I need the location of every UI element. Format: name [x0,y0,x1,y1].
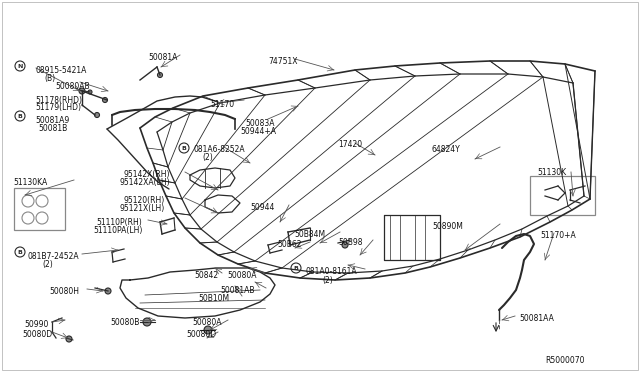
Text: 50944: 50944 [250,203,275,212]
Text: 51170: 51170 [210,100,234,109]
Text: 50083A: 50083A [245,119,275,128]
Text: 50080AB: 50080AB [55,82,90,91]
Text: 95142XA(LH): 95142XA(LH) [120,178,171,187]
Text: 51170+A: 51170+A [540,231,576,240]
Circle shape [88,90,92,94]
Text: 50080D: 50080D [186,330,216,339]
Circle shape [179,143,189,153]
Text: 50080A: 50080A [227,271,257,280]
Text: B: B [17,113,22,119]
Text: B: B [294,266,298,270]
Text: 50890M: 50890M [432,222,463,231]
Text: 95142X(RH): 95142X(RH) [123,170,170,179]
Circle shape [204,326,212,334]
Text: (B): (B) [44,74,55,83]
Circle shape [95,112,99,118]
Text: 08915-5421A: 08915-5421A [36,66,88,75]
Text: 50081A9: 50081A9 [35,116,69,125]
Circle shape [66,336,72,342]
Text: 50B98: 50B98 [338,238,362,247]
Text: 51110P(RH): 51110P(RH) [96,218,141,227]
Text: 74751X: 74751X [268,57,298,66]
Text: 51110PA(LH): 51110PA(LH) [93,226,142,235]
Text: 50080A: 50080A [192,318,221,327]
Text: B: B [17,250,22,254]
Text: 51130K: 51130K [537,168,566,177]
Circle shape [15,111,25,121]
Text: 51130KA: 51130KA [13,178,47,187]
Text: (2): (2) [202,153,212,162]
Text: 95120(RH): 95120(RH) [123,196,164,205]
Text: 51179(LHD): 51179(LHD) [35,103,81,112]
Text: 081A6-8252A: 081A6-8252A [193,145,244,154]
Text: 081A0-8161A: 081A0-8161A [305,267,356,276]
Text: (2): (2) [42,260,52,269]
Text: 50842: 50842 [194,271,218,280]
Circle shape [15,61,25,71]
Text: 64824Y: 64824Y [432,145,461,154]
Circle shape [157,73,163,77]
Circle shape [15,247,25,257]
Text: 50080B: 50080B [110,318,140,327]
Circle shape [105,288,111,294]
Text: 50081B: 50081B [38,124,67,133]
Text: 51178(RHD): 51178(RHD) [35,96,82,105]
Circle shape [102,97,108,103]
Text: 50944+A: 50944+A [240,127,276,136]
Text: 50B84M: 50B84M [294,230,325,239]
Bar [14,188,65,230]
Text: (2): (2) [322,276,333,285]
Circle shape [143,318,151,326]
Text: 50B62: 50B62 [277,240,301,249]
Text: 50080H: 50080H [49,287,79,296]
Text: B: B [182,145,186,151]
Text: 50081A: 50081A [148,53,177,62]
Circle shape [291,263,301,273]
Text: R5000070: R5000070 [545,356,584,365]
Text: 17420: 17420 [338,140,362,149]
Text: N: N [17,64,22,68]
Text: 95121X(LH): 95121X(LH) [120,204,165,213]
Circle shape [79,88,85,94]
Text: 50B10M: 50B10M [198,294,229,303]
Text: 50990: 50990 [24,320,49,329]
Text: 50081AA: 50081AA [519,314,554,323]
Circle shape [342,242,348,248]
Bar [530,176,595,215]
Text: 50080D: 50080D [22,330,52,339]
Text: 50081AB: 50081AB [220,286,255,295]
Text: 081B7-2452A: 081B7-2452A [28,252,79,261]
